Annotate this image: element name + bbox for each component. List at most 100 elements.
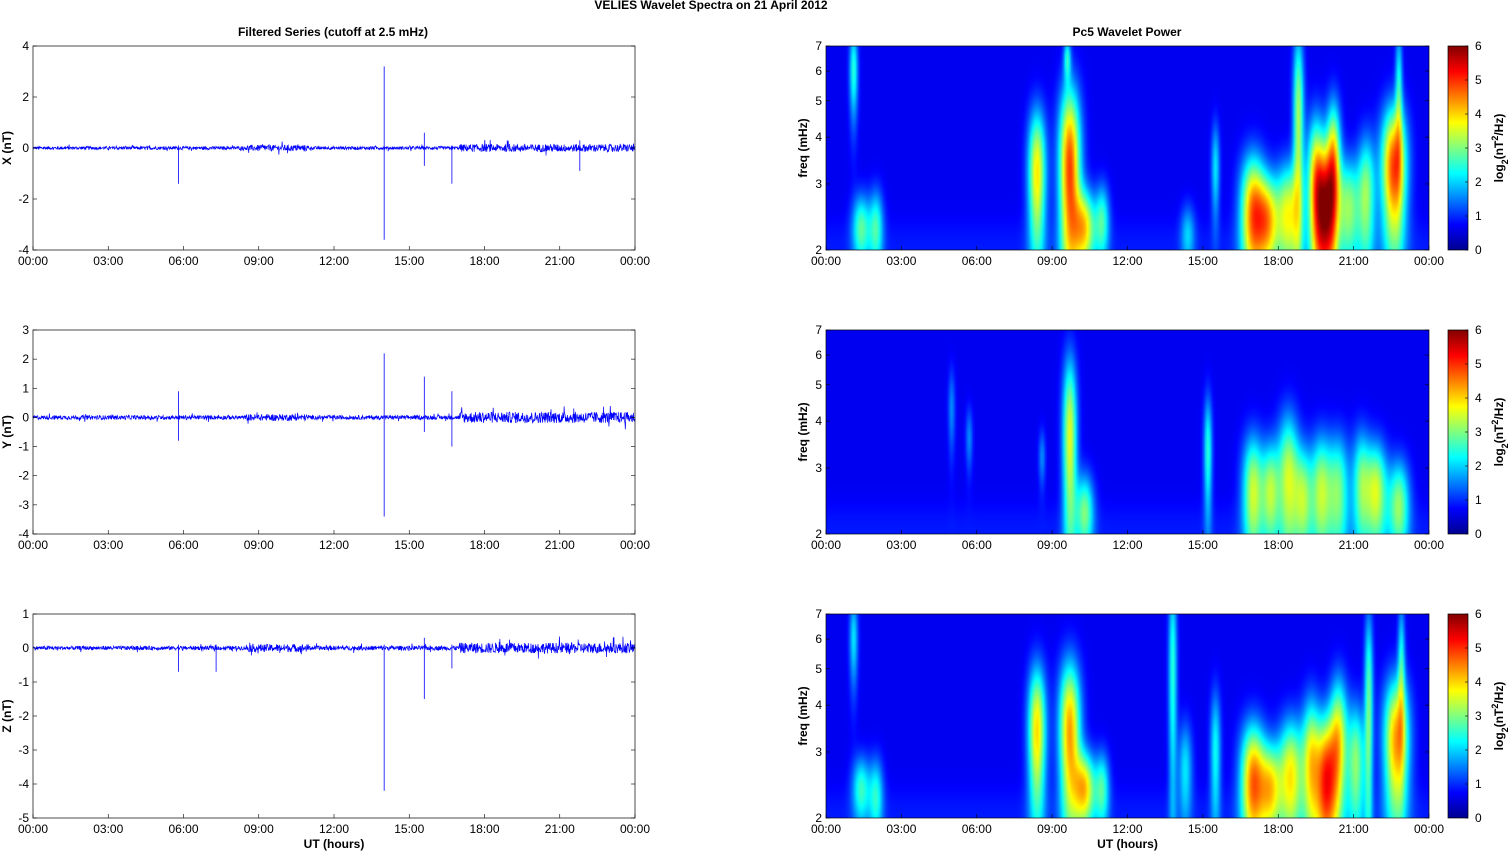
z-series-xtick-label: 15:00 (394, 822, 424, 836)
x-series-xtick-label: 06:00 (168, 254, 198, 268)
y-series-xtick-label: 12:00 (319, 538, 349, 552)
z-series-xtick-label: 09:00 (244, 822, 274, 836)
x-power-heatmap-image (826, 46, 1429, 250)
z-power-xtick-label: 00:00 (811, 822, 841, 836)
y-power-colorbar-label: 4 (1475, 391, 1482, 405)
y-power-ytick-label: 7 (815, 323, 822, 337)
x-series-ytick-label: -4 (18, 243, 29, 257)
y-power-xtick-label: 03:00 (886, 538, 916, 552)
x-series-ytick-label: 0 (22, 141, 29, 155)
right-column-title: Pc5 Wavelet Power (1073, 25, 1182, 39)
x-series-ytick-label: 4 (22, 39, 29, 53)
z-power-ytick-label: 3 (815, 745, 822, 759)
z-power-xtick-label: 09:00 (1037, 822, 1067, 836)
y-power-ytick-label: 2 (815, 527, 822, 541)
x-series-ylabel: X (nT) (0, 131, 14, 165)
y-series-xtick-label: 03:00 (93, 538, 123, 552)
y-power-xtick-label: 00:00 (1414, 538, 1444, 552)
y-power-colorbar-label: 0 (1475, 527, 1482, 541)
y-series-ytick-label: 0 (22, 410, 29, 424)
x-series-ytick-label: -2 (18, 192, 29, 206)
z-series-xtick-label: 21:00 (545, 822, 575, 836)
x-power-panel: 2 3 4 5 6 7 00:00 03:00 06:00 09:00 12:00 15:00 18:0… (796, 39, 1510, 268)
x-power-xtick-label: 03:00 (886, 254, 916, 268)
z-series-xtick-label: 18:00 (469, 822, 499, 836)
z-power-colorbar-label: 6 (1475, 607, 1482, 621)
y-series-xtick-label: 00:00 (18, 538, 48, 552)
y-power-xtick-label: 15:00 (1188, 538, 1218, 552)
z-series-ytick-label: -3 (18, 743, 29, 757)
z-series-panel: -5 -4 -3 -2 -1 0 1 00:00 03:00 06:00 09:00 12:00 15:… (0, 607, 650, 851)
z-series-xtick-label: 03:00 (93, 822, 123, 836)
y-power-xtick-label: 21:00 (1339, 538, 1369, 552)
y-power-ytick-label: 5 (815, 378, 822, 392)
left-column-title: Filtered Series (cutoff at 2.5 mHz) (238, 25, 428, 39)
x-power-colorbar-label: 4 (1475, 107, 1482, 121)
z-power-colorbar-label: 3 (1475, 709, 1482, 723)
x-series-xtick-label: 00:00 (18, 254, 48, 268)
y-power-colorbar-label: 6 (1475, 323, 1482, 337)
x-power-ytick-label: 6 (815, 64, 822, 78)
z-power-ytick-label: 6 (815, 632, 822, 646)
y-series-ytick-label: 3 (22, 323, 29, 337)
y-series-xtick-label: 00:00 (620, 538, 650, 552)
y-series-ytick-label: 1 (22, 381, 29, 395)
x-series-ytick-label: 2 (22, 90, 29, 104)
y-power-colorbar-label: 1 (1475, 493, 1482, 507)
y-series-plot-area (33, 330, 635, 534)
z-series-xtick-label: 12:00 (319, 822, 349, 836)
x-power-colorbar-label: 0 (1475, 243, 1482, 257)
x-power-ytick-label: 3 (815, 177, 822, 191)
z-power-colorbar-label: 4 (1475, 675, 1482, 689)
z-series-ylabel: Z (nT) (0, 699, 14, 732)
x-power-xtick-label: 12:00 (1112, 254, 1142, 268)
y-series-ytick-label: 2 (22, 352, 29, 366)
x-series-xtick-label: 15:00 (394, 254, 424, 268)
x-series-xtick-label: 03:00 (93, 254, 123, 268)
x-series-xtick-label: 18:00 (469, 254, 499, 268)
x-power-ytick-label: 2 (815, 243, 822, 257)
z-power-xtick-label: 03:00 (886, 822, 916, 836)
x-power-colorbar-label: 6 (1475, 39, 1482, 53)
z-power-colorbar-title: log2(nT2/Hz) (1490, 682, 1510, 751)
y-power-xtick-label: 06:00 (962, 538, 992, 552)
y-series-xtick-label: 15:00 (394, 538, 424, 552)
y-series-xtick-label: 18:00 (469, 538, 499, 552)
z-power-xtick-label: 06:00 (962, 822, 992, 836)
x-power-xtick-label: 00:00 (1414, 254, 1444, 268)
y-power-xtick-label: 12:00 (1112, 538, 1142, 552)
y-series-xtick-label: 09:00 (244, 538, 274, 552)
z-series-line (32, 636, 636, 659)
right-xlabel: UT (hours) (1097, 837, 1158, 851)
x-power-colorbar-title: log2(nT2/Hz) (1490, 114, 1510, 183)
z-power-colorbar-label: 0 (1475, 811, 1482, 825)
x-series-panel: -4 -2 0 2 4 00:00 03:00 06:00 09:00 12:00 15:00 18:… (0, 39, 650, 268)
z-power-xtick-label: 18:00 (1263, 822, 1293, 836)
x-series-xtick-label: 00:00 (620, 254, 650, 268)
x-power-colorbar-label: 1 (1475, 209, 1482, 223)
x-power-xtick-label: 18:00 (1263, 254, 1293, 268)
z-power-ytick-label: 5 (815, 662, 822, 676)
z-series-xtick-label: 06:00 (168, 822, 198, 836)
x-power-ytick-label: 4 (815, 130, 822, 144)
z-series-xtick-label: 00:00 (620, 822, 650, 836)
x-power-xtick-label: 00:00 (811, 254, 841, 268)
z-power-xtick-label: 21:00 (1339, 822, 1369, 836)
x-power-xtick-label: 21:00 (1339, 254, 1369, 268)
y-power-xtick-label: 09:00 (1037, 538, 1067, 552)
z-power-ytick-label: 2 (815, 811, 822, 825)
z-series-ytick-label: -1 (18, 675, 29, 689)
y-power-xtick-label: 00:00 (811, 538, 841, 552)
z-power-xtick-label: 12:00 (1112, 822, 1142, 836)
y-power-ytick-label: 3 (815, 461, 822, 475)
z-power-heatmap-image (826, 614, 1429, 818)
left-xlabel: UT (hours) (304, 837, 365, 851)
y-series-ytick-label: -1 (18, 440, 29, 454)
z-power-xtick-label: 15:00 (1188, 822, 1218, 836)
z-power-colorbar-label: 1 (1475, 777, 1482, 791)
x-power-ytick-label: 7 (815, 39, 822, 53)
z-series-ytick-label: 0 (22, 641, 29, 655)
x-series-line (32, 139, 636, 156)
y-series-ytick-label: -4 (18, 527, 29, 541)
